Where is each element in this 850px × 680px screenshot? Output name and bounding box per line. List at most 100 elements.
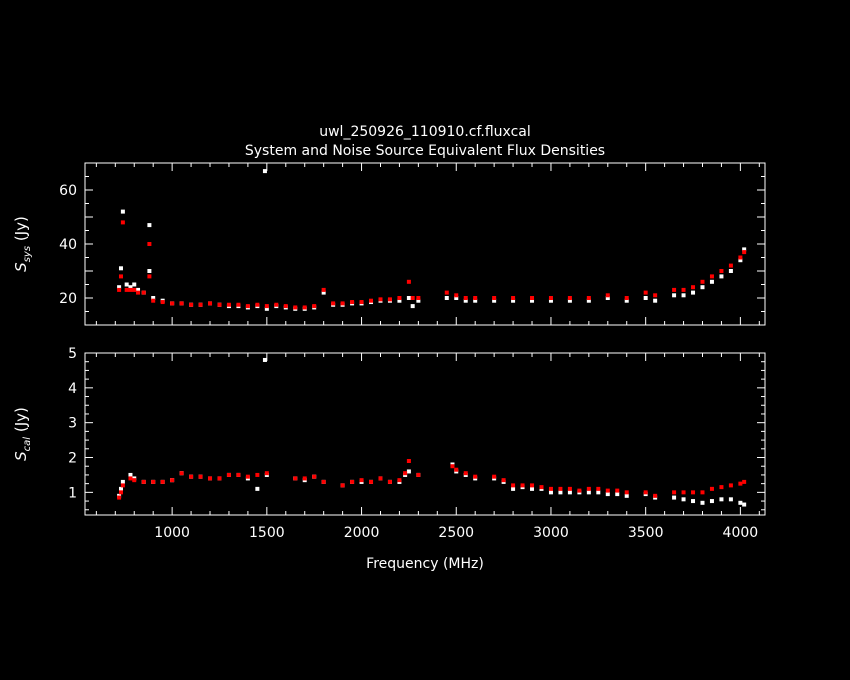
data-point-red [120, 220, 125, 225]
data-point-red [450, 464, 455, 469]
data-point-red [577, 488, 582, 493]
data-point-red [179, 301, 184, 306]
data-point-white [700, 500, 705, 505]
data-point-red [742, 250, 747, 255]
data-point-red [124, 287, 129, 292]
data-point-white [738, 500, 743, 505]
data-point-white [492, 298, 497, 303]
data-point-white [691, 499, 696, 504]
data-point-red [709, 274, 714, 279]
data-point-white [709, 499, 714, 504]
data-point-red [208, 301, 213, 306]
data-point-red [653, 493, 658, 498]
data-point-red [170, 301, 175, 306]
data-point-white [738, 258, 743, 263]
data-point-red [151, 479, 156, 484]
data-point-red [236, 472, 241, 477]
data-point-white [120, 479, 125, 484]
data-point-white [132, 282, 137, 287]
data-point-white [700, 285, 705, 290]
data-point-red [742, 479, 747, 484]
data-point-white [530, 486, 535, 491]
data-point-white [321, 290, 326, 295]
data-point-white [567, 298, 572, 303]
data-point-red [340, 483, 345, 488]
data-point-white [653, 298, 658, 303]
x-tick-label: 1000 [154, 525, 190, 541]
y-tick-label: 5 [68, 346, 77, 362]
x-tick-label: 3000 [533, 525, 569, 541]
data-point-white [262, 357, 267, 362]
data-point-red [340, 301, 345, 306]
data-point-white [719, 497, 724, 502]
data-point-red [473, 296, 478, 300]
data-point-white [709, 279, 714, 284]
data-point-white [624, 298, 629, 303]
y-tick-label: 3 [68, 416, 77, 432]
x-tick-label: 2500 [438, 525, 474, 541]
data-point-red [700, 279, 705, 284]
data-point-red [643, 490, 648, 495]
data-point-red [567, 486, 572, 491]
data-point-red [302, 305, 307, 310]
data-point-white [728, 497, 733, 502]
data-point-red [719, 485, 724, 490]
data-point-red [738, 255, 743, 260]
data-point-red [189, 474, 194, 479]
data-point-red [728, 263, 733, 268]
plot-frame [84, 352, 766, 516]
data-point-white [728, 269, 733, 273]
data-point-red [293, 305, 298, 310]
data-point-red [624, 296, 629, 300]
data-point-red [530, 483, 535, 488]
data-point-white [672, 293, 677, 298]
data-point-red [118, 490, 123, 495]
data-point-red [615, 488, 620, 493]
data-point-red [501, 478, 506, 483]
data-point-white [262, 169, 267, 174]
data-point-red [586, 486, 591, 491]
data-point-red [691, 490, 696, 495]
data-point-red [132, 287, 137, 292]
data-point-red [463, 471, 468, 476]
data-point-white [124, 282, 129, 287]
data-point-red [548, 296, 553, 300]
y-axis-label: Ssys (Jy) [12, 216, 33, 272]
x-tick-label: 4000 [723, 525, 759, 541]
y-tick-label: 40 [59, 237, 77, 253]
data-point-white [615, 492, 620, 497]
data-point-red [728, 483, 733, 488]
data-point-red [387, 479, 392, 484]
data-point-white [147, 269, 152, 273]
data-point-white [255, 486, 260, 491]
data-point-white [605, 492, 610, 497]
data-point-red [128, 287, 133, 292]
data-point-white [406, 469, 411, 474]
data-point-white [586, 490, 591, 495]
data-point-red [511, 296, 516, 300]
data-point-red [624, 490, 629, 495]
data-point-red [454, 467, 459, 472]
data-point-white [643, 296, 648, 300]
data-point-red [410, 296, 415, 300]
data-point-white [586, 298, 591, 303]
data-point-red [255, 302, 260, 307]
data-point-red [312, 474, 317, 479]
data-point-red [141, 479, 146, 484]
data-point-white [128, 472, 133, 477]
data-point-white [463, 298, 468, 303]
data-point-red [170, 478, 175, 483]
data-point-red [141, 290, 146, 295]
data-point-white [681, 293, 686, 298]
data-point-red [520, 483, 525, 488]
data-point-red [128, 476, 133, 481]
data-point-white [691, 290, 696, 295]
data-point-red [511, 483, 516, 488]
data-point-white [719, 274, 724, 279]
x-tick-label: 3500 [628, 525, 664, 541]
data-point-red [217, 302, 222, 307]
data-point-red [312, 304, 317, 309]
data-point-red [359, 478, 364, 483]
